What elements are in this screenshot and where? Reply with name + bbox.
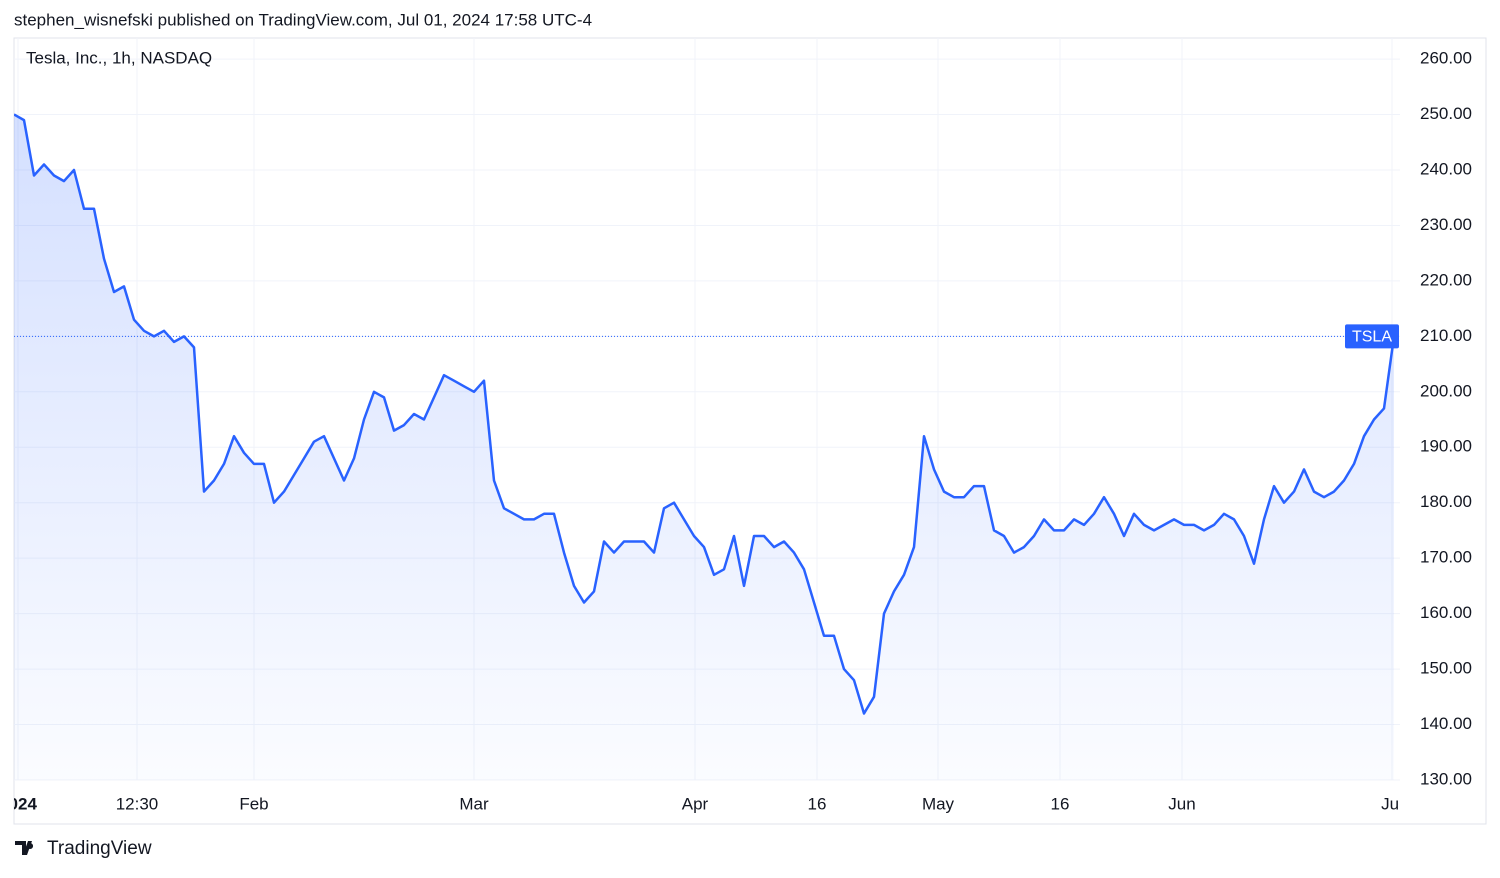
x-tick-label: Feb [239, 794, 268, 813]
x-tick-label: 16 [808, 794, 827, 813]
y-tick-label: 180.00 [1420, 492, 1472, 511]
y-tick-label: 190.00 [1420, 437, 1472, 456]
y-tick-label: 210.00 [1420, 326, 1472, 345]
y-tick-label: 240.00 [1420, 159, 1472, 178]
symbol-tag-bg [1345, 324, 1399, 349]
y-tick-label: 170.00 [1420, 548, 1472, 567]
x-tick-label: 2024 [0, 794, 37, 813]
x-tick-label: Jul [1381, 794, 1403, 813]
y-tick-label: 140.00 [1420, 714, 1472, 733]
x-tick-label: Apr [682, 794, 709, 813]
symbol-tag: TSLA [1352, 329, 1392, 346]
x-tick-label: May [922, 794, 955, 813]
y-tick-label: 200.00 [1420, 381, 1472, 400]
brand: TradingView [47, 838, 152, 859]
y-tick-label: 160.00 [1420, 603, 1472, 622]
x-tick-label: 16 [1051, 794, 1070, 813]
y-tick-label: 230.00 [1420, 215, 1472, 234]
brand-logo [15, 841, 34, 855]
header: stephen_wisnefski published on TradingVi… [14, 10, 592, 29]
y-tick-label: 150.00 [1420, 659, 1472, 678]
y-tick-label: 130.00 [1420, 769, 1472, 788]
x-tick-label: Mar [459, 794, 489, 813]
y-tick-label: 260.00 [1420, 49, 1472, 68]
y-tick-label: 220.00 [1420, 270, 1472, 289]
x-tick-label: Jun [1168, 794, 1195, 813]
y-tick-label: 250.00 [1420, 104, 1472, 123]
price-line [14, 113, 1396, 715]
area-fill [14, 114, 1394, 780]
x-tick-label: 12:30 [116, 794, 159, 813]
chart-title: Tesla, Inc., 1h, NASDAQ [26, 48, 212, 67]
